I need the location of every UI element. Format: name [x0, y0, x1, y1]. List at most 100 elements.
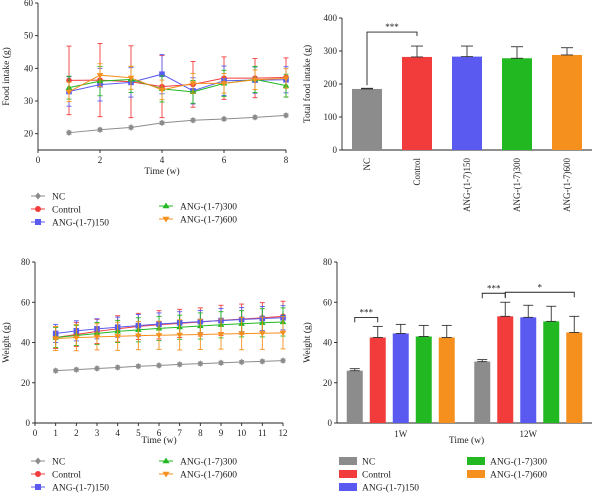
- panel-b-x-tick-label: ANG-(1-7)150: [462, 158, 472, 212]
- panel-c-legend-label: ANG-(1-7)600: [180, 470, 237, 481]
- panel-a-legend-label: ANG-(1-7)300: [180, 202, 237, 213]
- panel-a-legend-label: ANG-(1-7)600: [180, 215, 237, 226]
- panel-c-series-nc-point: [176, 361, 183, 368]
- panel-a-legend-label: ANG-(1-7)150: [52, 218, 109, 229]
- panel-b-significance-label: ***: [385, 22, 399, 32]
- panel-d-legend-swatch: [467, 470, 485, 478]
- panel-c-series-nc-point: [114, 364, 121, 371]
- panel-d-group-label: 12W: [520, 429, 538, 439]
- panel-c-legend-marker: [162, 457, 170, 464]
- panel-c-x-tick-label: 11: [258, 428, 267, 438]
- panel-d-significance-bracket: [481, 292, 506, 299]
- panel-d-x-axis-label: Time (w): [449, 435, 484, 446]
- panel-c-series-ang-1-7-600-point: [155, 333, 163, 339]
- panel-a-y-tick-label: 20: [24, 129, 34, 139]
- panel-a-series-ang-1-7-600-point: [251, 77, 259, 84]
- panel-c-x-tick-label: 9: [219, 428, 224, 438]
- panel-a-legend-marker: [35, 219, 41, 225]
- panel-a-series-nc-point: [252, 114, 258, 121]
- panel-d-legend-swatch: [339, 483, 357, 491]
- panel-a-x-tick-label: 2: [98, 155, 103, 165]
- panel-c-series-ang-1-7-150-line: [55, 317, 284, 334]
- panel-d-y-tick-label: 40: [323, 338, 333, 348]
- panel-a-legend-marker: [162, 202, 170, 209]
- panel-a-legend-label: Control: [52, 206, 81, 216]
- panel-a-series-nc-point: [159, 119, 165, 127]
- panel-c-y-tick-label: 80: [21, 257, 31, 267]
- panel-d-bar-ang-1-7-150: [520, 317, 537, 423]
- panel-d-bar-ang-1-7-300: [415, 336, 432, 423]
- panel-a-legend-marker: [35, 206, 41, 212]
- panel-c-x-tick-label: 3: [95, 428, 100, 438]
- panel-b-y-axis-label: Total food intake (g): [302, 45, 313, 123]
- panel-a-series-nc-point: [283, 112, 289, 119]
- panel-c-x-tick-label: 2: [74, 428, 79, 438]
- panel-d-significance-label: ***: [360, 307, 374, 317]
- panel-d-y-tick-label: 60: [323, 297, 333, 307]
- panel-d-legend-swatch: [339, 470, 357, 478]
- panel-d-y-tick-label: 0: [328, 418, 333, 428]
- panel-c-x-tick-label: 5: [136, 428, 141, 438]
- panel-c-series-nc-point: [156, 362, 162, 369]
- panel-d-y-tick-label: 20: [323, 378, 333, 388]
- panel-a-legend-label: NC: [52, 193, 65, 203]
- panel-b-y-tick-label: 200: [324, 79, 338, 89]
- panel-c-legend-marker: [35, 484, 41, 490]
- panel-c-series-nc-point: [238, 358, 245, 366]
- panel-b-y-tick-label: 300: [324, 46, 338, 56]
- panel-a-series-ang-1-7-150-point: [159, 71, 165, 78]
- panel-c-legend-marker: [35, 457, 41, 465]
- panel-d-legend-swatch: [467, 457, 485, 465]
- panel-d-significance-bracket: [354, 316, 379, 323]
- panel-c-series-ang-1-7-600-point: [217, 331, 225, 338]
- panel-b-bar-ang-1-7-300: [502, 58, 532, 151]
- panel-a-series-ang-1-7-600-point: [96, 73, 104, 79]
- panel-a-legend-marker: [162, 216, 170, 223]
- panel-b-x-tick-label: Control: [412, 158, 422, 186]
- panel-c-series-nc-point: [280, 357, 286, 364]
- panel-c-series-ang-1-7-600-point: [73, 335, 80, 341]
- panel-d-legend-swatch: [339, 457, 357, 465]
- panel-c-series-ang-1-7-600-point: [279, 330, 287, 337]
- panel-a-series-ang-1-7-600-point: [158, 87, 166, 94]
- panel-c-series-ang-1-7-600-point: [52, 336, 59, 342]
- panel-a-series-nc-point: [128, 124, 134, 131]
- panel-c-y-tick-label: 20: [21, 378, 31, 388]
- panel-c-y-tick-label: 60: [21, 297, 31, 307]
- panel-a-x-axis-label: Time (w): [144, 166, 179, 177]
- panel-a-series-ang-1-7-600-line: [68, 74, 287, 93]
- panel-a-x-tick-label: 8: [284, 155, 289, 165]
- panel-a-y-tick-label: 40: [24, 63, 34, 73]
- panel-c-series-ang-1-7-600-point: [176, 332, 183, 339]
- panel-d-group-label: 1W: [394, 429, 408, 439]
- panel-d-legend-label: Control: [362, 471, 391, 481]
- panel-d-bar-nc: [474, 361, 491, 423]
- panel-c-x-tick-label: 6: [157, 428, 162, 438]
- panel-a-series-ang-1-7-600-point: [189, 81, 197, 87]
- panel-d-y-axis-label: Weight (g): [302, 322, 313, 363]
- panel-b-y-tick-label: 400: [324, 13, 338, 23]
- panel-b-x-tick-label: NC: [362, 158, 372, 171]
- panel-d-legend-label: ANG-(1-7)150: [362, 483, 419, 494]
- panel-a-series-nc-point: [190, 116, 196, 124]
- panel-c-legend-marker: [162, 471, 170, 478]
- panel-d-bar-ang-1-7-150: [392, 333, 409, 423]
- panel-c-x-tick-label: 7: [177, 428, 182, 438]
- panel-a-series-ang-1-7-600-point: [65, 89, 73, 96]
- panel-d-bar-ang-1-7-600: [438, 337, 455, 423]
- panel-c-series-nc-point: [259, 358, 266, 365]
- panel-c-x-tick-label: 1: [53, 428, 58, 438]
- panel-c-x-axis-label: Time (w): [141, 435, 176, 446]
- panel-c-x-tick-label: 4: [115, 428, 120, 438]
- panel-c-series-nc-point: [52, 367, 59, 374]
- panel-a-series-nc-point: [221, 115, 227, 123]
- panel-a-y-tick-label: 50: [24, 31, 34, 41]
- panel-a-series-ang-1-7-600-point: [127, 75, 135, 82]
- panel-d-bar-control: [369, 337, 386, 423]
- panel-c-series-ang-1-7-600-point: [197, 332, 204, 338]
- panel-b-bar-control: [402, 56, 432, 150]
- panel-c-series-nc-point: [73, 366, 80, 373]
- panel-c-series-ang-1-7-300-line: [55, 321, 284, 338]
- panel-a-series-nc-line: [68, 114, 287, 134]
